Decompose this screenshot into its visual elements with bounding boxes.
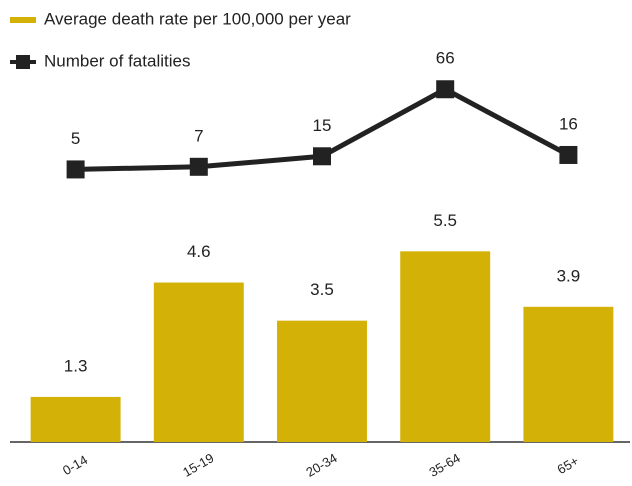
x-tick-label: 65+: [555, 453, 582, 477]
x-tick-label: 35-64: [427, 450, 463, 480]
legend-label: Average death rate per 100,000 per year: [44, 9, 351, 28]
x-tick-label: 15-19: [180, 450, 216, 480]
legend-label: Number of fatalities: [44, 51, 190, 70]
legend-swatch: [10, 17, 36, 23]
bar: [30, 396, 121, 442]
data-label: 7: [194, 126, 203, 145]
bar: [523, 306, 614, 442]
bar: [153, 282, 244, 442]
line-marker: [436, 80, 455, 99]
x-tick-label: 0-14: [60, 452, 90, 478]
data-label: 3.5: [310, 280, 334, 299]
data-label: 16: [559, 114, 578, 133]
bar: [400, 251, 491, 442]
data-label: 15: [313, 116, 332, 135]
line-marker: [66, 160, 85, 179]
legend-marker: [16, 55, 30, 69]
data-label: 5.5: [433, 211, 457, 230]
data-label: 66: [436, 49, 455, 68]
x-tick-label: 20-34: [303, 450, 339, 480]
line-marker: [189, 157, 208, 176]
line-marker: [313, 147, 331, 166]
data-label: 5: [71, 129, 80, 148]
data-label: 3.9: [557, 266, 581, 285]
bar: [277, 320, 367, 442]
data-label: 4.6: [187, 242, 211, 261]
line-marker: [559, 145, 578, 164]
data-label: 1.3: [64, 356, 88, 375]
